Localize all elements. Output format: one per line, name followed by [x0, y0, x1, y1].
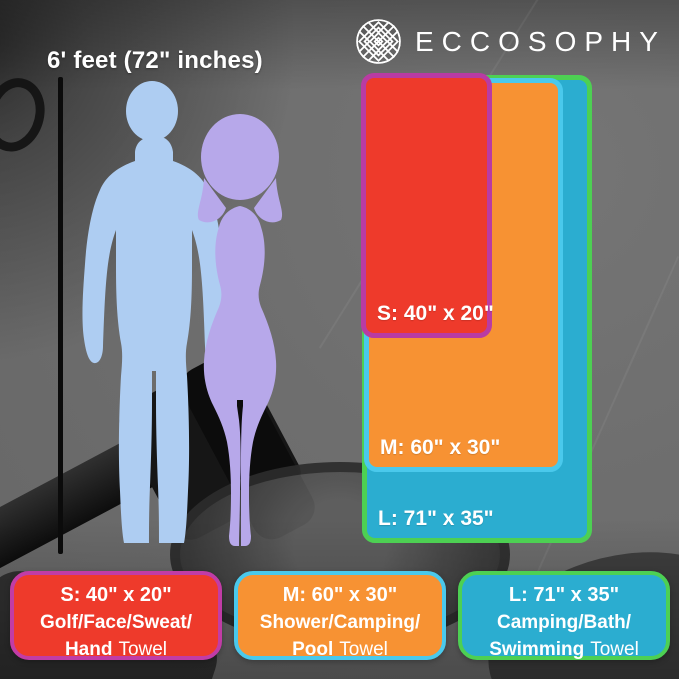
female-silhouette	[197, 114, 283, 546]
legend-badges-row: S: 40" x 20" Golf/Face/Sweat/ Hand Towel…	[10, 571, 670, 660]
badge-medium-use-type: Pool Towel	[292, 639, 388, 660]
badge-small-uses: Golf/Face/Sweat/	[39, 612, 193, 633]
eccosophy-weave-icon	[356, 19, 401, 64]
badge-large-use-type: Swimming Towel	[489, 639, 639, 660]
height-label: 6' feet (72" inches)	[47, 47, 263, 74]
male-silhouette	[82, 81, 226, 543]
towel-small: S: 40" x 20"	[361, 73, 494, 338]
height-line	[58, 77, 63, 554]
badge-medium-uses: Shower/Camping/	[259, 612, 421, 633]
towel-small-size-label: S: 40" x 20"	[377, 302, 494, 325]
badge-large-size: L: 71" x 35"	[508, 584, 620, 606]
badge-small-size: S: 40" x 20"	[60, 584, 172, 606]
badge-small-towel: S: 40" x 20" Golf/Face/Sweat/ Hand Towel	[10, 571, 222, 660]
badge-medium-towel: M: 60" x 30" Shower/Camping/ Pool Towel	[234, 571, 446, 660]
towel-large-size-label: L: 71" x 35"	[378, 507, 494, 530]
badge-medium-size: M: 60" x 30"	[282, 584, 398, 606]
brand-header: ECCOSOPHY	[355, 18, 666, 65]
brand-name: ECCOSOPHY	[415, 25, 666, 57]
towel-medium-size-label: M: 60" x 30"	[380, 436, 501, 459]
badge-small-use-type: Hand Towel	[64, 639, 168, 660]
carabiner-shape	[0, 69, 56, 161]
badge-large-uses: Camping/Bath/	[496, 612, 632, 633]
badge-large-towel: L: 71" x 35" Camping/Bath/ Swimming Towe…	[458, 571, 670, 660]
